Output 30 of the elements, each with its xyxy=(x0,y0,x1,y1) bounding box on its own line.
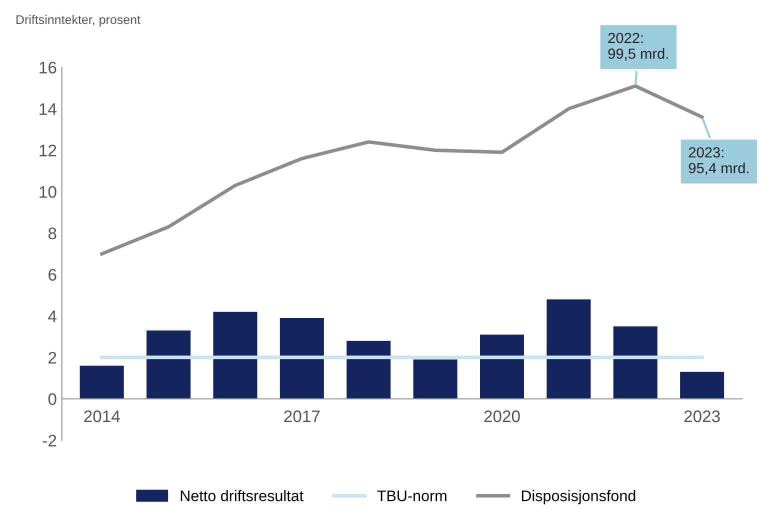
y-tick-label: 14 xyxy=(40,103,56,115)
x-tick-label: 2014 xyxy=(84,410,120,422)
bar xyxy=(546,299,591,399)
bar xyxy=(80,366,124,399)
bar xyxy=(213,312,258,399)
y-tick-label: 10 xyxy=(40,186,56,198)
legend-label: Disposisjonsfond xyxy=(522,490,636,504)
x-tick-label: 2017 xyxy=(284,410,320,422)
x-tick-label: 2020 xyxy=(484,410,520,422)
y-tick-label: 0 xyxy=(48,393,56,406)
bar xyxy=(280,318,324,399)
y-tick-label: 8 xyxy=(48,228,56,240)
bar xyxy=(613,326,658,399)
legend-label: Netto driftsresultat xyxy=(180,490,304,502)
y-axis-title: Driftsinntekter, prosent xyxy=(16,14,140,27)
y-tick-label: 6 xyxy=(48,268,56,281)
y-tick-label: 16 xyxy=(40,62,56,74)
y-tick-label: 2 xyxy=(48,352,56,364)
bar xyxy=(413,359,458,399)
bar xyxy=(346,340,391,399)
y-tick-label: -2 xyxy=(42,434,56,446)
legend-label: TBU-norm xyxy=(377,490,446,502)
x-tick-label: 2023 xyxy=(684,410,720,422)
bar xyxy=(480,334,524,399)
bar xyxy=(146,330,191,399)
y-tick-label: 4 xyxy=(48,310,56,322)
annotation: 2023: 95,4 mrd. xyxy=(688,147,748,176)
y-tick-label: 12 xyxy=(40,144,56,156)
bar xyxy=(680,372,724,399)
text: 2022: 99,5 mrd. xyxy=(608,32,668,61)
